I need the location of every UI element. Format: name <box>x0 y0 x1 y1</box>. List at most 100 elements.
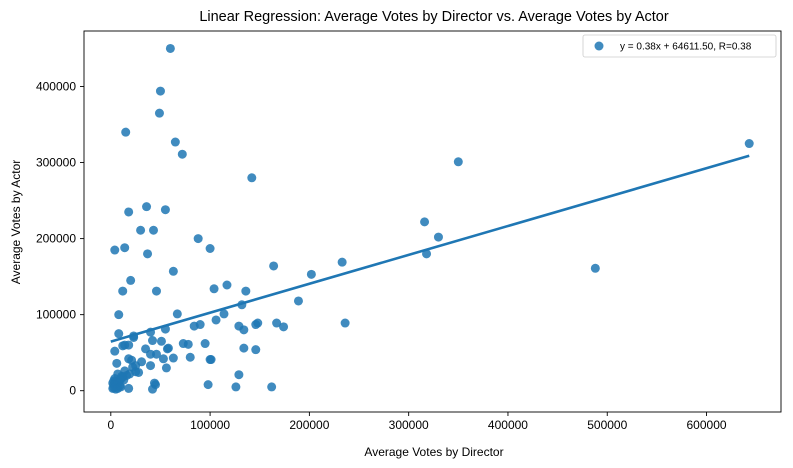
data-point <box>168 353 178 363</box>
data-point <box>247 173 257 183</box>
data-point <box>125 369 135 379</box>
data-point <box>251 345 261 355</box>
data-point <box>279 322 289 332</box>
plot-area <box>83 30 782 413</box>
data-point <box>116 374 126 384</box>
data-point <box>168 266 178 276</box>
data-point <box>127 355 137 365</box>
data-point <box>209 284 219 294</box>
data-point <box>200 339 210 349</box>
plot-background <box>84 31 781 412</box>
data-point <box>118 286 128 296</box>
data-point <box>154 108 164 118</box>
chart-title: Linear Regression: Average Votes by Dire… <box>199 9 669 25</box>
x-tick-label: 500000 <box>587 418 627 432</box>
data-point <box>306 269 316 279</box>
data-point <box>203 380 213 390</box>
data-point <box>183 339 193 349</box>
data-point <box>453 157 463 167</box>
data-point <box>134 367 144 377</box>
x-axis-label: Average Votes by Director <box>364 445 503 459</box>
data-point <box>251 320 261 330</box>
legend-marker <box>594 41 604 51</box>
x-tick-label: 0 <box>107 418 114 432</box>
data-point <box>267 382 277 392</box>
data-point <box>158 354 168 364</box>
y-tick-label: 100000 <box>36 308 76 322</box>
data-point <box>124 207 134 217</box>
plot-frame <box>83 30 782 413</box>
data-point <box>172 309 182 319</box>
data-point <box>205 355 215 365</box>
data-point <box>269 261 279 271</box>
data-point <box>148 384 158 394</box>
data-point <box>211 315 221 325</box>
x-tick-label: 300000 <box>389 418 429 432</box>
data-point <box>149 225 159 235</box>
data-points <box>108 43 754 394</box>
data-point <box>112 358 122 368</box>
legend-box <box>582 34 777 58</box>
data-point <box>222 280 232 290</box>
data-point <box>151 286 161 296</box>
data-point <box>241 286 251 296</box>
y-tick-label: 0 <box>69 384 76 398</box>
data-point <box>165 43 175 53</box>
data-point <box>163 343 173 353</box>
data-point <box>433 232 443 242</box>
data-point <box>293 296 303 306</box>
data-point <box>136 225 146 235</box>
regression-line <box>110 154 750 343</box>
data-point <box>744 139 754 149</box>
data-point <box>189 321 199 331</box>
data-point <box>239 343 249 353</box>
data-point <box>142 202 152 212</box>
data-point <box>590 263 600 273</box>
data-point <box>109 383 119 393</box>
data-point <box>124 383 134 393</box>
data-point <box>114 329 124 339</box>
data-point <box>143 249 153 259</box>
data-point <box>231 382 241 392</box>
data-point <box>205 243 215 253</box>
data-point <box>239 325 249 335</box>
data-point <box>420 217 430 227</box>
data-point <box>146 361 156 371</box>
data-point <box>193 234 203 244</box>
data-point <box>126 275 136 285</box>
data-point <box>160 205 170 215</box>
data-point <box>110 346 120 356</box>
x-tick-label: 600000 <box>687 418 727 432</box>
x-tick-label: 200000 <box>289 418 329 432</box>
data-point <box>185 352 195 362</box>
y-tick-label: 400000 <box>36 80 76 94</box>
data-point <box>155 86 165 96</box>
data-point <box>170 137 180 147</box>
data-point <box>219 309 229 319</box>
data-point <box>118 341 128 351</box>
y-tick-label: 200000 <box>36 232 76 246</box>
data-point <box>156 336 166 346</box>
y-axis-label: Average Votes by Actor <box>9 160 23 285</box>
data-point <box>337 257 347 267</box>
legend-entry-label: y = 0.38x + 64611.50, R=0.38 <box>620 42 752 53</box>
y-tick-label: 300000 <box>36 156 76 170</box>
data-point <box>114 310 124 320</box>
data-point <box>234 370 244 380</box>
x-tick-label: 100000 <box>190 418 230 432</box>
data-point <box>177 149 187 159</box>
y-axis: 0 100000 200000 300000 400000 <box>36 80 84 398</box>
data-point <box>146 349 156 359</box>
data-point <box>120 243 130 253</box>
data-point <box>148 336 158 346</box>
data-point <box>121 127 131 137</box>
data-point <box>161 363 171 373</box>
x-tick-label: 400000 <box>488 418 528 432</box>
data-point <box>110 245 120 255</box>
data-point <box>109 376 119 386</box>
data-point <box>340 318 350 328</box>
x-axis: 0 100000 200000 300000 400000 500000 600000 <box>107 412 727 432</box>
data-point <box>272 318 282 328</box>
legend: y = 0.38x + 64611.50, R=0.38 <box>582 34 777 58</box>
